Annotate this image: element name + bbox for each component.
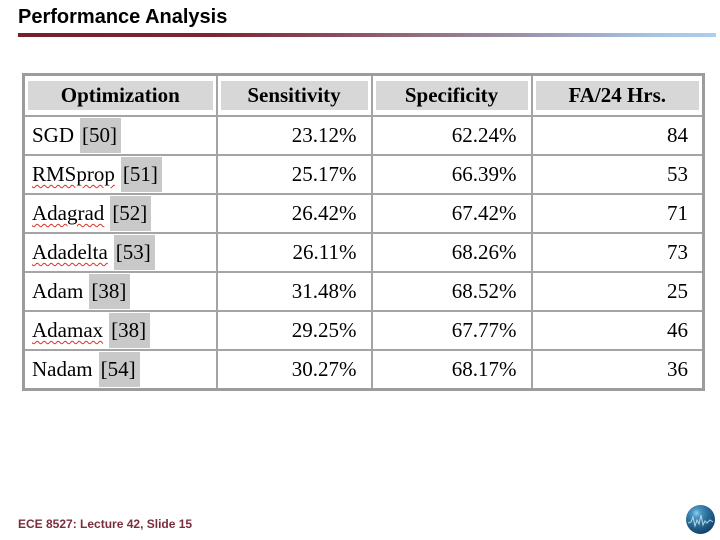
sensitivity-value: 29.25% <box>215 310 373 351</box>
specificity-value: 67.77% <box>370 310 533 351</box>
optimizer-cell: Adagrad [52] <box>22 193 218 234</box>
optimizer-cell: SGD [50] <box>22 115 218 156</box>
fa-value: 53 <box>530 154 705 195</box>
citation-ref: [38] <box>109 313 151 348</box>
title-divider-rule <box>18 33 716 37</box>
fa-value: 84 <box>530 115 705 156</box>
table-row: Adam [38] 31.48% 68.52% 25 <box>22 271 705 312</box>
optimizer-cell: Adam [38] <box>22 271 218 312</box>
optimizer-name: Nadam <box>32 357 93 381</box>
table-row: Nadam [54] 30.27% 68.17% 36 <box>22 349 705 391</box>
optimizer-name: Adamax <box>32 318 104 342</box>
citation-ref: [51] <box>120 157 162 192</box>
fa-value: 73 <box>530 232 705 273</box>
optimizer-cell: Adamax [38] <box>22 310 218 351</box>
optimizer-cell: Adadelta [53] <box>22 232 218 273</box>
optimizer-cell: Nadam [54] <box>22 349 218 391</box>
performance-table: Optimization Sensitivity Specificity FA/… <box>22 73 705 391</box>
header-optimization: Optimization <box>22 73 218 117</box>
table-row: RMSprop [51] 25.17% 66.39% 53 <box>22 154 705 195</box>
fa-value: 46 <box>530 310 705 351</box>
slide-footer: ECE 8527: Lecture 42, Slide 15 <box>18 517 193 531</box>
sensitivity-value: 25.17% <box>215 154 373 195</box>
header-fa24hrs: FA/24 Hrs. <box>530 73 705 117</box>
specificity-value: 68.26% <box>370 232 533 273</box>
header-fa24hrs-label: FA/24 Hrs. <box>535 81 699 110</box>
optimizer-name: SGD <box>32 123 75 147</box>
fa-value: 25 <box>530 271 705 312</box>
specificity-value: 68.52% <box>370 271 533 312</box>
citation-ref: [50] <box>80 118 122 153</box>
table-row: Adadelta [53] 26.11% 68.26% 73 <box>22 232 705 273</box>
citation-ref: [54] <box>98 352 140 387</box>
fa-value: 36 <box>530 349 705 391</box>
sensitivity-value: 26.11% <box>215 232 373 273</box>
citation-ref: [38] <box>89 274 131 309</box>
sensitivity-value: 23.12% <box>215 115 373 156</box>
header-specificity-label: Specificity <box>375 81 528 110</box>
specificity-value: 68.17% <box>370 349 533 391</box>
fa-value: 71 <box>530 193 705 234</box>
optimizer-cell: RMSprop [51] <box>22 154 218 195</box>
globe-waveform-logo-icon <box>686 505 715 534</box>
sensitivity-value: 26.42% <box>215 193 373 234</box>
table-row: Adagrad [52] 26.42% 67.42% 71 <box>22 193 705 234</box>
table-row: Adamax [38] 29.25% 67.77% 46 <box>22 310 705 351</box>
table-row: SGD [50] 23.12% 62.24% 84 <box>22 115 705 156</box>
header-sensitivity: Sensitivity <box>215 73 373 117</box>
table-header-row: Optimization Sensitivity Specificity FA/… <box>22 73 705 117</box>
citation-ref: [53] <box>113 235 155 270</box>
optimizer-name: RMSprop <box>32 162 115 186</box>
specificity-value: 62.24% <box>370 115 533 156</box>
sensitivity-value: 30.27% <box>215 349 373 391</box>
specificity-value: 66.39% <box>370 154 533 195</box>
header-specificity: Specificity <box>370 73 533 117</box>
citation-ref: [52] <box>110 196 152 231</box>
sensitivity-value: 31.48% <box>215 271 373 312</box>
header-sensitivity-label: Sensitivity <box>220 81 368 110</box>
specificity-value: 67.42% <box>370 193 533 234</box>
slide-title: Performance Analysis <box>18 6 228 28</box>
optimizer-name: Adam <box>32 279 84 303</box>
optimizer-name: Adagrad <box>32 201 105 225</box>
header-optimization-label: Optimization <box>28 81 213 110</box>
optimizer-name: Adadelta <box>32 240 108 264</box>
